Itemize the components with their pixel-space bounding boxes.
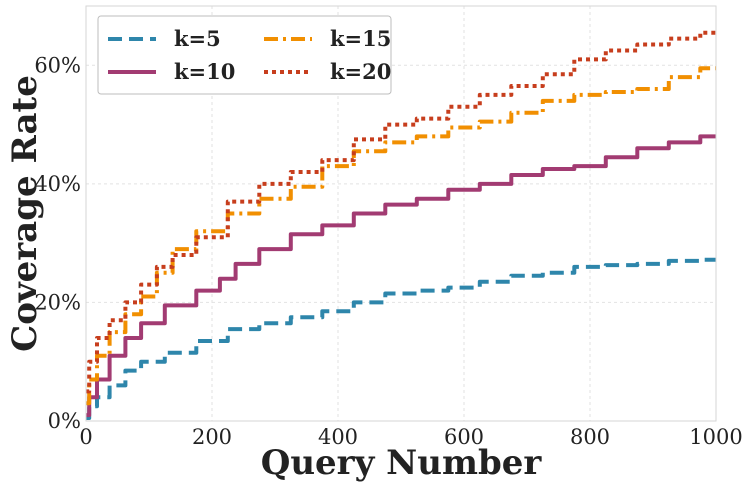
x-tick-label: 200 [192, 425, 232, 449]
tick-labels: 0 200 400 600 800 1000 0% 20% 40% 60% [34, 53, 742, 449]
legend-label: k=5 [174, 26, 221, 51]
y-tick-label: 20% [34, 290, 81, 314]
x-axis-title: Query Number [261, 443, 543, 483]
legend-label: k=10 [174, 59, 235, 84]
x-tick-label: 1000 [689, 425, 742, 449]
y-axis-title: Coverage Rate [5, 75, 45, 352]
x-tick-label: 400 [318, 425, 358, 449]
series-line-k-15 [86, 66, 716, 406]
series-line-k-20 [86, 30, 716, 394]
series-line-k-5 [86, 257, 716, 420]
legend-label: k=15 [330, 26, 391, 51]
series-line-k-10 [86, 134, 716, 418]
legend-box [97, 15, 392, 95]
legend: k=5 k=10 k=15 k=20 [97, 15, 392, 95]
y-tick-label: 40% [34, 172, 81, 196]
x-tick-label: 0 [79, 425, 92, 449]
y-tick-label: 0% [48, 409, 81, 433]
y-tick-label: 60% [34, 53, 81, 77]
x-tick-label: 800 [570, 425, 610, 449]
series-layer [86, 30, 716, 420]
x-tick-label: 600 [444, 425, 484, 449]
legend-label: k=20 [330, 59, 391, 84]
plot-frame [85, 5, 717, 422]
